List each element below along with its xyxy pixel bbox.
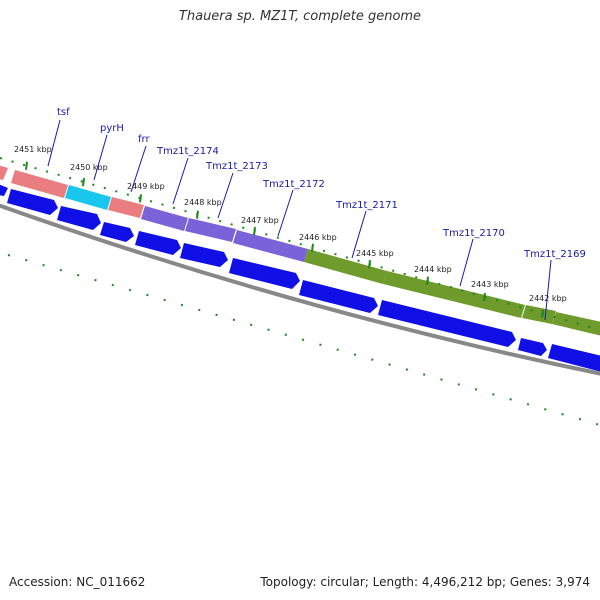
kbp-label: 2446 kbp	[299, 233, 337, 242]
cds-arrow[interactable]	[378, 300, 516, 347]
gene-label-leaders	[47, 119, 552, 321]
ruler-major-tick	[368, 259, 371, 269]
genome-backbone	[0, 203, 600, 376]
gene-segment-2169[interactable]	[522, 305, 556, 324]
cds-track	[0, 184, 600, 372]
gene-segment-2171[interactable]	[304, 249, 387, 284]
gene-label-tsf[interactable]: tsf	[57, 107, 70, 118]
gene-label-frr[interactable]: frr	[138, 134, 150, 145]
cds-arrow[interactable]	[7, 189, 58, 215]
gene-segment-tsf[interactable]	[11, 170, 68, 198]
gene-label-tmz1t-2171[interactable]: Tmz1t_2171	[335, 200, 398, 211]
kbp-label: 2447 kbp	[241, 216, 279, 225]
gene-segment-left-red[interactable]	[0, 165, 8, 180]
genome-summary-text: Topology: circular; Length: 4,496,212 bp…	[260, 575, 590, 589]
gene-labels: tsf pyrH frr Tmz1t_2174 Tmz1t_2173 Tmz1t…	[57, 107, 586, 260]
gene-label-tmz1t-2170[interactable]: Tmz1t_2170	[442, 228, 505, 239]
gene-label-tmz1t-2173[interactable]: Tmz1t_2173	[205, 161, 268, 172]
cds-arrow[interactable]	[548, 344, 600, 372]
kbp-label: 2451 kbp	[14, 145, 52, 154]
gene-label-tmz1t-2172[interactable]: Tmz1t_2172	[262, 179, 325, 190]
major-ticks	[25, 161, 544, 318]
gene-label-pyrH[interactable]: pyrH	[100, 123, 124, 134]
ruler	[0, 157, 600, 426]
gene-segment-pyrH[interactable]	[65, 185, 111, 210]
ruler-major-tick	[483, 292, 486, 302]
cds-arrow[interactable]	[518, 338, 547, 356]
gene-segment-frr[interactable]	[108, 197, 144, 218]
gene-segment-2170[interactable]	[383, 271, 525, 318]
cds-arrow[interactable]	[57, 206, 101, 230]
ruler-baseline-lower	[7, 254, 600, 426]
kbp-label: 2443 kbp	[471, 280, 509, 289]
ruler-major-tick	[253, 226, 256, 236]
ruler-major-tick	[196, 210, 199, 219]
ruler-baseline-upper	[0, 157, 600, 331]
ruler-major-tick	[311, 243, 314, 252]
cds-arrow[interactable]	[229, 258, 300, 289]
gene-label-tmz1t-2174[interactable]: Tmz1t_2174	[156, 146, 219, 157]
cds-arrow[interactable]	[0, 184, 8, 196]
kbp-label: 2448 kbp	[184, 198, 222, 207]
kbp-label: 2445 kbp	[356, 249, 394, 258]
ruler-major-tick	[139, 194, 142, 203]
cds-arrow[interactable]	[135, 231, 181, 255]
cds-arrow[interactable]	[180, 243, 228, 267]
ruler-major-tick	[25, 161, 28, 170]
kbp-label: 2444 kbp	[414, 265, 452, 274]
ruler-major-tick	[426, 276, 429, 285]
gene-segment-2172[interactable]	[233, 230, 308, 262]
cds-arrow[interactable]	[299, 280, 378, 313]
map-title: Thauera sp. MZ1T, complete genome	[178, 9, 422, 24]
accession-text: Accession: NC_011662	[9, 575, 146, 589]
cds-arrow[interactable]	[100, 222, 134, 242]
kbp-labels: 2451 kbp 2450 kbp 2449 kbp 2448 kbp 2447…	[14, 145, 567, 303]
ruler-major-tick	[541, 309, 544, 318]
gene-segment-2174[interactable]	[141, 206, 188, 231]
gene-segment-2173[interactable]	[185, 218, 236, 242]
kbp-label: 2442 kbp	[529, 294, 567, 303]
ruler-major-tick	[82, 177, 85, 187]
kbp-label: 2450 kbp	[70, 163, 108, 172]
kbp-label: 2449 kbp	[127, 182, 165, 191]
gene-segment-right-green[interactable]	[552, 312, 600, 336]
feature-track	[0, 165, 600, 336]
gene-label-tmz1t-2169[interactable]: Tmz1t_2169	[523, 249, 586, 260]
